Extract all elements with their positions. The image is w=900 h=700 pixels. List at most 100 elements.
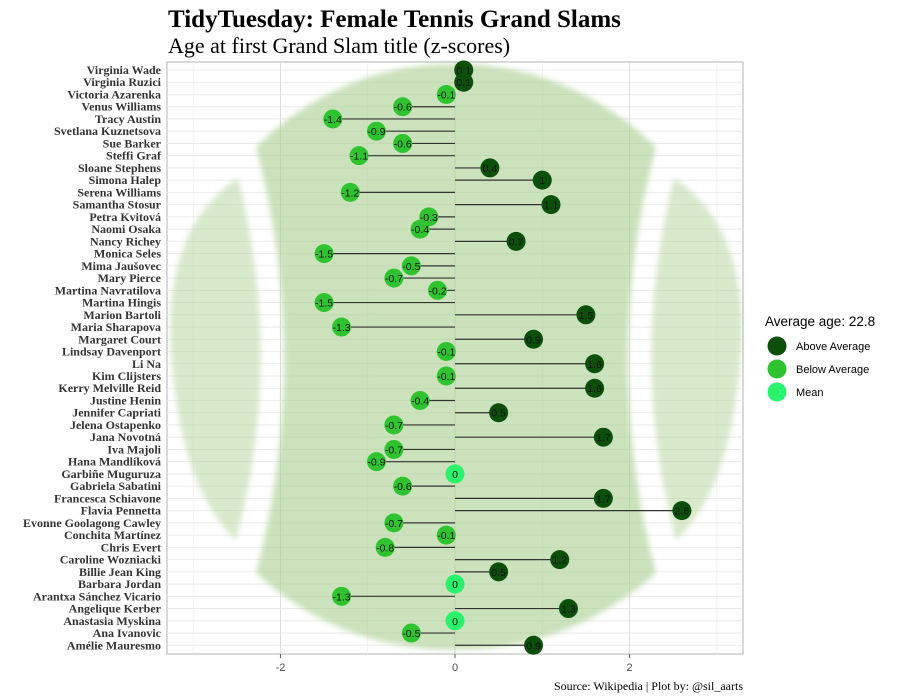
data-label: 0.5 [491, 567, 506, 579]
data-label: 0 [452, 616, 458, 628]
data-label: 0.5 [491, 408, 506, 420]
data-label: 1.7 [596, 493, 611, 505]
data-point [393, 476, 413, 496]
y-tick-label: Gabriela Sabatini [70, 479, 162, 493]
data-point [489, 403, 509, 423]
y-tick-label: Serena Williams [77, 185, 161, 199]
y-tick-label: Martina Hingis [82, 296, 161, 310]
y-tick-label: Lindsay Davenport [62, 345, 161, 359]
data-point [366, 121, 386, 141]
y-tick-label: Barbara Jordan [78, 577, 161, 591]
chart-title: TidyTuesday: Female Tennis Grand Slams [168, 6, 621, 33]
lollipop-dots: 0.10.1-0.1-0.6-1.4-0.9-0.6-1.10.41-1.21.… [314, 60, 692, 655]
data-point [445, 464, 465, 484]
y-tick-label: Justine Henin [90, 393, 161, 407]
legend-swatch [767, 359, 787, 379]
data-label: -1.3 [332, 322, 350, 334]
y-tick-label: Mima Jaušovec [81, 259, 161, 273]
y-tick-label: Petra Kvitová [89, 210, 161, 224]
y-tick-label: Li Na [132, 357, 161, 371]
data-label: 0 [452, 469, 458, 481]
data-point [393, 133, 413, 153]
data-point [436, 366, 456, 386]
data-point [384, 439, 404, 459]
data-label: -0.7 [385, 273, 403, 285]
x-tick-label: -2 [276, 662, 286, 674]
legend-swatch [767, 336, 787, 356]
ball-right-lobe [651, 178, 742, 540]
data-point [585, 354, 605, 374]
data-point [314, 293, 334, 313]
y-tick-label: Sue Barker [103, 136, 162, 150]
legend-swatch [767, 382, 787, 402]
data-label: 1.2 [552, 555, 567, 567]
data-label: 0.9 [526, 334, 541, 346]
data-point [593, 427, 613, 447]
plot-panel: 0.10.1-0.1-0.6-1.4-0.9-0.6-1.10.41-1.21.… [166, 60, 744, 655]
data-label: -0.1 [437, 530, 455, 542]
y-tick-label: Monica Seles [94, 247, 161, 261]
data-label: -0.2 [428, 285, 446, 297]
data-label: -0.5 [402, 261, 420, 273]
legend: Average age: 22.8 Above Average Below Ave… [765, 314, 875, 402]
data-point [480, 158, 500, 178]
data-point [436, 342, 456, 362]
data-label: -1.5 [315, 249, 333, 261]
data-point [314, 244, 334, 264]
data-label: 0.1 [456, 77, 471, 89]
data-label: -0.6 [394, 481, 412, 493]
data-point [445, 611, 465, 631]
y-tick-label: Anastasia Myskina [63, 614, 161, 628]
data-label: -0.1 [437, 347, 455, 359]
y-tick-label: Virginia Wade [87, 63, 162, 77]
data-point [410, 219, 430, 239]
data-point [401, 256, 421, 276]
data-label: 1.3 [561, 604, 576, 616]
y-tick-label: Kerry Melville Reid [58, 381, 161, 395]
data-label: -0.4 [411, 395, 429, 407]
y-tick-label: Martina Navratilova [55, 283, 161, 297]
data-point [532, 170, 552, 190]
y-tick-label: Iva Majoli [107, 442, 161, 456]
y-tick-label: Victoria Azarenka [67, 87, 161, 101]
y-tick-label: Maria Sharapova [71, 320, 161, 334]
y-tick-label: Arantxa Sánchez Vicario [33, 589, 161, 603]
data-point [384, 415, 404, 435]
data-label: -0.4 [411, 224, 429, 236]
data-label: -0.5 [402, 628, 420, 640]
data-label: 1.6 [587, 383, 602, 395]
y-tick-label: Svetlana Kuznetsova [54, 124, 161, 138]
y-tick-label: Francesca Schiavone [54, 491, 162, 505]
data-label: 1.6 [587, 359, 602, 371]
data-label: 0.4 [483, 163, 498, 175]
data-label: 1.1 [544, 200, 559, 212]
y-tick-label: Caroline Wozniacki [60, 553, 162, 567]
data-point [593, 488, 613, 508]
y-tick-label: Tracy Austin [95, 112, 161, 126]
data-point [349, 146, 369, 166]
data-label: -0.7 [385, 444, 403, 456]
data-label: -0.7 [385, 420, 403, 432]
data-label: -0.1 [437, 89, 455, 101]
data-point [672, 501, 692, 521]
y-tick-label: Jennifer Capriati [72, 406, 161, 420]
data-label: -0.6 [394, 102, 412, 114]
data-point [384, 513, 404, 533]
x-tick-label: 2 [626, 662, 632, 674]
data-label: 0.7 [509, 236, 524, 248]
legend-label: Above Average [796, 341, 870, 353]
y-tick-label: Marion Bartoli [83, 308, 161, 322]
y-tick-label: Naomi Osaka [91, 222, 161, 236]
data-label: 2.6 [675, 506, 690, 518]
y-tick-label: Conchita Martínez [64, 528, 162, 542]
data-point [558, 599, 578, 619]
data-point [541, 195, 561, 215]
y-tick-label: Garbiñe Muguruza [61, 467, 161, 481]
y-tick-label: Simona Halep [89, 173, 162, 187]
data-point [454, 72, 474, 92]
data-label: -0.8 [376, 542, 394, 554]
legend-label: Mean [796, 387, 824, 399]
data-label: -0.9 [367, 126, 385, 138]
data-point [524, 329, 544, 349]
chart-subtitle: Age at first Grand Slam title (z-scores) [168, 33, 510, 58]
